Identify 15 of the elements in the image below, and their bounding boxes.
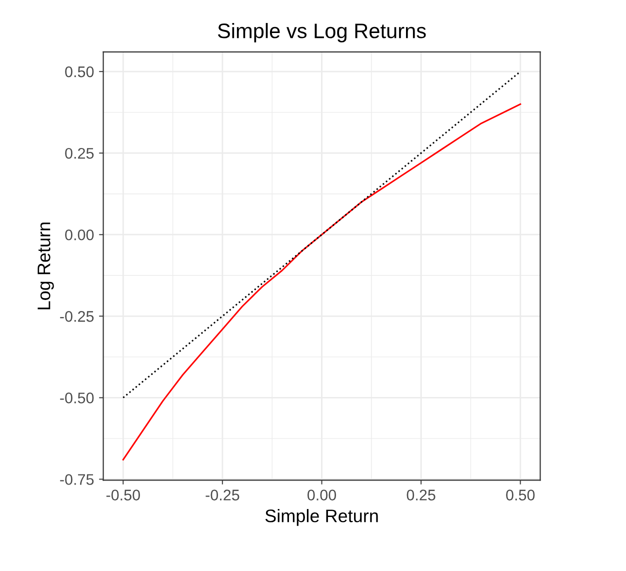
x-axis-title: Simple Return	[265, 509, 378, 526]
x-tick-label: -0.50	[106, 490, 140, 500]
chart-title: Simple vs Log Returns	[218, 22, 426, 42]
y-tick-label: 0.00	[65, 229, 94, 240]
x-tick-label: 0.00	[307, 490, 336, 500]
y-tick-label: 0.50	[65, 66, 94, 78]
x-tick-label: 0.25	[406, 490, 436, 500]
y-tick-label: -0.50	[60, 392, 94, 404]
y-tick-label: 0.25	[65, 148, 94, 159]
x-tick-label: 0.50	[506, 490, 535, 500]
y-tick-label: -0.75	[60, 474, 94, 485]
y-axis-title: Log Return	[38, 222, 54, 310]
y-tick-label: -0.25	[60, 311, 94, 322]
line-series	[122, 103, 522, 460]
x-tick-label: -0.25	[206, 490, 240, 500]
